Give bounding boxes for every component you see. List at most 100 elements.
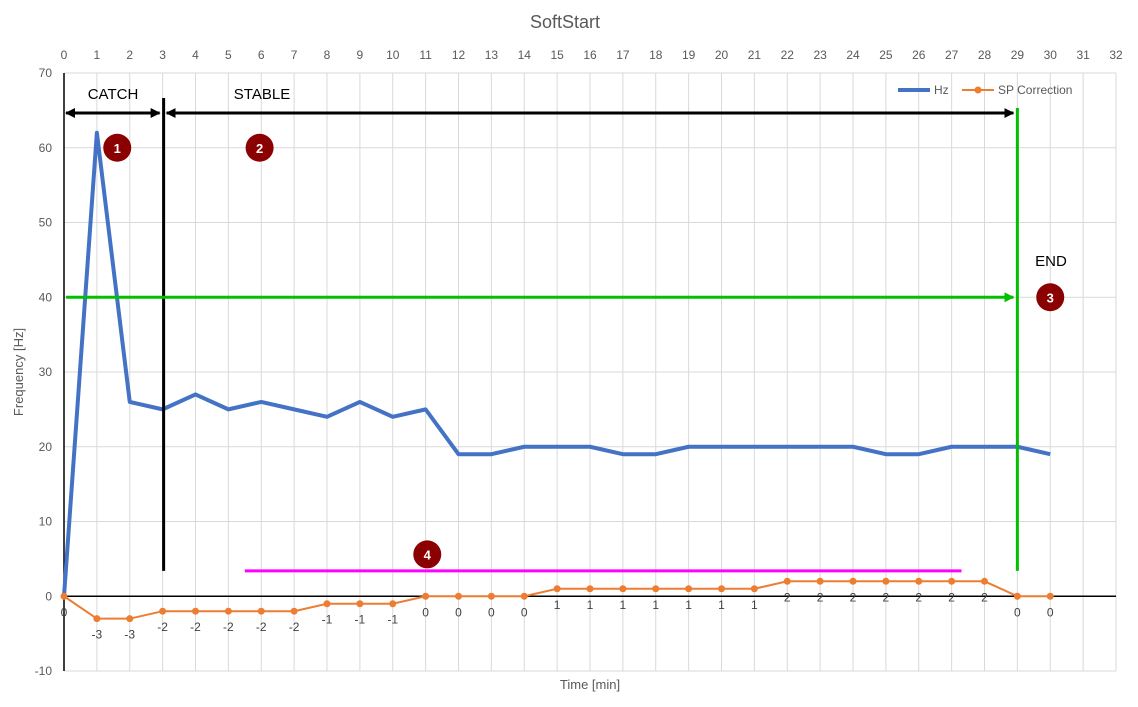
x-tick-label: 24: [846, 48, 860, 62]
y-tick-labels: -10 0 10 20 30 40 50 60 70: [35, 66, 53, 678]
sp-correction-data-label: 2: [817, 590, 824, 604]
x-tick-label: 5: [225, 48, 232, 62]
sp-correction-data-label: 0: [1014, 605, 1021, 619]
sp-correction-point: [718, 585, 725, 593]
x-tick-label: 28: [978, 48, 992, 62]
y-tick-label: 70: [39, 66, 53, 80]
x-tick-label: 13: [485, 48, 499, 62]
y-tick-label: 30: [39, 365, 53, 379]
badge-2: [245, 133, 274, 162]
sp-correction-data-label: 2: [981, 590, 988, 604]
sp-correction-data-label: 0: [61, 605, 68, 619]
sp-correction-data-label: -2: [190, 620, 201, 634]
sp-correction-data-label: 0: [455, 605, 462, 619]
sp-correction-point: [323, 600, 331, 608]
legend-sp-label: SP Correction: [998, 83, 1072, 97]
y-tick-label: -10: [35, 664, 53, 678]
sp-correction-data-label: -2: [289, 620, 300, 634]
sp-correction-data-label: 1: [685, 598, 692, 612]
sp-correction-data-label: -3: [124, 628, 135, 642]
hz-series-line: [62, 130, 1051, 597]
x-tick-label: 2: [126, 48, 133, 62]
sp-correction-point: [290, 607, 298, 615]
sp-correction-point: [783, 577, 791, 585]
x-tick-label: 11: [419, 48, 432, 62]
sp-correction-point: [1046, 592, 1054, 600]
x-tick-label: 12: [452, 48, 466, 62]
sp-correction-point: [948, 577, 956, 585]
x-tick-label: 17: [616, 48, 630, 62]
x-tick-label: 20: [715, 48, 729, 62]
y-axis-title: Frequency [Hz]: [11, 328, 26, 416]
sp-correction-point: [750, 585, 758, 593]
sp-correction-data-label: 0: [1047, 605, 1054, 619]
sp-correction-point: [652, 585, 660, 593]
x-tick-label: 31: [1076, 48, 1090, 62]
badge-2-number: 2: [256, 141, 263, 156]
x-tick-label: 16: [583, 48, 597, 62]
sp-correction-point: [60, 592, 68, 600]
x-tick-label: 26: [912, 48, 926, 62]
sp-correction-data-label: -1: [387, 613, 398, 627]
x-tick-label: 3: [159, 48, 166, 62]
x-tick-label: 19: [682, 48, 696, 62]
sp-correction-data-label: -1: [355, 613, 366, 627]
x-tick-label: 15: [550, 48, 564, 62]
x-tick-label: 9: [357, 48, 364, 62]
sp-correction-point: [981, 577, 988, 585]
x-tick-label: 0: [61, 48, 68, 62]
sp-correction-data-label: -3: [92, 628, 103, 642]
y-tick-label: 10: [39, 515, 53, 529]
end-label: END: [1035, 253, 1067, 270]
annotations: CATCH STABLE END 1 2 3 4: [65, 86, 1067, 573]
sp-correction-point: [816, 577, 824, 585]
x-tick-label: 32: [1109, 48, 1123, 62]
sp-correction-data-label: 2: [915, 590, 922, 604]
x-tick-label: 27: [945, 48, 959, 62]
sp-correction-data-label: 1: [751, 598, 758, 612]
sp-correction-point: [619, 585, 627, 593]
badge-3: [1036, 283, 1065, 312]
x-tick-labels: 0 1 2 3 4 5 6 7 8 9 10 11 12 13 14 15 16 17 18 19 20 21 22 23 24…: [61, 48, 1123, 62]
sp-correction-point: [192, 607, 199, 615]
sp-correction-data-label: -2: [157, 620, 168, 634]
x-axis-title: Time [min]: [560, 677, 620, 692]
x-tick-label: 6: [258, 48, 265, 62]
sp-correction-data-label: 0: [488, 605, 495, 619]
x-tick-label: 25: [879, 48, 893, 62]
x-tick-label: 30: [1044, 48, 1058, 62]
x-tick-label: 7: [291, 48, 298, 62]
y-tick-label: 60: [39, 141, 53, 155]
sp-correction-point: [915, 577, 923, 585]
sp-correction-data-label: 1: [620, 598, 627, 612]
x-tick-label: 21: [748, 48, 762, 62]
y-tick-label: 20: [39, 440, 53, 454]
sp-correction-point: [389, 600, 397, 608]
series-group: 0 -3 -3 -2 -2 -2 -2 -2 -1 -1 -1 0 0 0 0 1 1 1 1 1 1 1 2 2 2 2 2 2 2 0…: [60, 130, 1054, 642]
sp-correction-point: [257, 607, 265, 615]
legend-hz-label: Hz: [934, 83, 949, 97]
sp-correction-data-label: 1: [554, 598, 561, 612]
sp-correction-point: [849, 577, 857, 585]
badge-1-number: 1: [114, 141, 121, 156]
x-tick-label: 10: [386, 48, 400, 62]
legend: Hz SP Correction: [898, 83, 1072, 97]
sp-correction-point: [356, 600, 364, 608]
y-tick-label: 50: [39, 216, 53, 230]
badge-4: [413, 540, 442, 569]
sp-correction-data-label: 1: [652, 598, 659, 612]
sp-correction-data-label: -2: [223, 620, 234, 634]
chart-title: SoftStart: [530, 12, 600, 32]
sp-correction-point: [93, 615, 101, 623]
stable-label: STABLE: [234, 86, 290, 103]
x-tick-label: 23: [813, 48, 827, 62]
sp-correction-data-label: -1: [322, 613, 333, 627]
sp-correction-point: [882, 577, 890, 585]
sp-correction-data-label: 2: [883, 590, 890, 604]
sp-correction-point: [422, 592, 430, 600]
sp-correction-data-label: 2: [850, 590, 857, 604]
sp-correction-point: [455, 592, 462, 600]
sp-correction-data-label: 1: [718, 598, 725, 612]
sp-correction-point: [159, 607, 167, 615]
sp-correction-point: [685, 585, 693, 593]
